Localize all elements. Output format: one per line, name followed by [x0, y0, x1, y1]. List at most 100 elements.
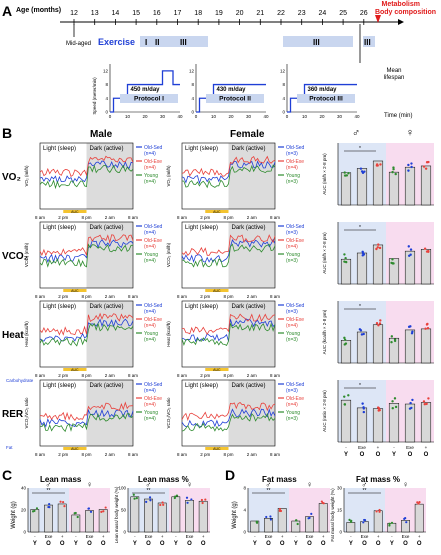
auc-data-point [407, 169, 410, 172]
auc-data-point [423, 402, 426, 406]
auc-bar [356, 331, 368, 364]
bar [185, 500, 194, 533]
legend-n: (n=4) [286, 323, 298, 329]
auc-bar [388, 337, 400, 364]
protocol-name: Protocol II [219, 96, 251, 103]
x-tick-label: 8 am [35, 452, 45, 457]
group-label: O [417, 541, 422, 547]
panel-label-b: B [2, 125, 12, 141]
legend-name: Young [286, 173, 300, 179]
auc-data-point [347, 172, 350, 175]
male-symbol: ♂ [362, 480, 368, 489]
female-symbol-b: ♀ [406, 127, 414, 139]
protocol-y-tick: 4 [191, 96, 194, 101]
bar [401, 520, 410, 533]
auc-data-point [343, 403, 347, 406]
b-rows: VO₂ Light (sleep) Dark (active) AUC 8 am 2 pm… [2, 142, 434, 458]
auc-bar-chart: AUC (kcal/h × 2-8 pm) * [322, 301, 434, 364]
timeline-tick-label: 18 [194, 10, 202, 17]
significance-mark: ** [47, 488, 51, 494]
data-point [269, 515, 272, 518]
protocol-x-tick: 30 [337, 114, 343, 119]
panel-label-d: D [225, 467, 235, 483]
body-composition-label: Body composition [375, 9, 436, 16]
group-label: O [60, 541, 65, 547]
legend-n: (n=4) [144, 416, 156, 422]
auc-data-point [375, 247, 378, 251]
plot-frame [181, 300, 276, 368]
auc-data-point [425, 402, 428, 406]
auc-data-point [361, 171, 365, 175]
group-label: O [266, 541, 271, 547]
protocol-y-tick: 4 [105, 96, 108, 101]
bar [57, 503, 67, 533]
timecourse-series-line [181, 160, 276, 185]
auc-data-point [359, 329, 363, 332]
auc-data-point [394, 405, 398, 409]
bar [130, 496, 140, 533]
panel-label-a: A [2, 3, 12, 19]
timeline-tick-label: 22 [277, 10, 285, 17]
significance-mark: * [359, 225, 361, 231]
x-tick-label: 2 pm [200, 215, 210, 220]
exe-label: - [34, 534, 36, 539]
group-label: O [376, 452, 381, 458]
data-point [31, 510, 35, 513]
data-point [348, 518, 351, 521]
auc-data-point [409, 325, 412, 328]
protocol-distance: 450 m/day [130, 87, 160, 93]
auc-data-point [375, 321, 379, 325]
dark-phase-shade [86, 301, 133, 367]
timeline-tick-label: 21 [256, 10, 264, 17]
data-point [185, 496, 189, 499]
group-label: O [360, 452, 365, 458]
exe-label: - [134, 534, 136, 539]
data-point [295, 519, 298, 522]
legend-name: Old-Exe [144, 396, 162, 402]
legend-name: Old-Sed [144, 303, 163, 309]
group-label: Y [74, 541, 78, 547]
auc-data-point [378, 246, 382, 250]
auc-bar [356, 252, 368, 285]
auc-bar [388, 258, 400, 285]
female-symbol: ♀ [403, 480, 409, 489]
x-tick-label: 8 am [128, 215, 138, 220]
exe-label: - [345, 445, 347, 450]
x-tick-label: 2 pm [58, 215, 68, 220]
auc-data-point [379, 319, 382, 322]
auc-data-point [411, 330, 414, 333]
auc-window [63, 289, 87, 292]
light-sleep-label: Light (sleep) [43, 304, 76, 310]
x-tick-label: 8 am [128, 373, 138, 378]
protocol-x-tick: 0 [286, 114, 289, 119]
auc-data-point [390, 335, 394, 338]
data-point [296, 522, 299, 526]
plot-frame [181, 142, 276, 210]
auc-data-point [362, 332, 365, 336]
protocol-distance: 360 m/day [307, 87, 337, 93]
auc-data-point [359, 167, 363, 170]
legend-name: Old-Exe [144, 159, 162, 165]
timecourse-series-line [39, 160, 134, 184]
auc-window [205, 289, 229, 292]
x-tick-label: 2 am [247, 373, 257, 378]
timecourse-series-line [181, 234, 276, 256]
protocol-y-tick: 12 [103, 68, 109, 73]
data-point [265, 515, 268, 519]
auc-window-label: AUC [71, 368, 79, 372]
plot-frame [39, 300, 134, 368]
y-axis-label: Heat (kcal/h) [24, 321, 29, 347]
auc-bar-chart: AUC (ml/h × 2-8 pm) * [322, 143, 434, 206]
x-tick-label: 2 am [247, 215, 257, 220]
legend-name: Old-Exe [286, 238, 304, 244]
auc-data-point [409, 401, 412, 405]
male-symbol: ♂ [146, 480, 152, 489]
auc-data-point [426, 327, 430, 330]
exercise-bar-2 [283, 36, 353, 47]
data-point [104, 506, 107, 509]
timecourse-plot: Light (sleep) Dark (active) AUC 8 am 2 pm 8 p… [24, 221, 163, 299]
auc-data-point [378, 408, 381, 412]
timecourse-series-line [39, 312, 134, 336]
x-tick-label: 8 am [177, 294, 187, 299]
